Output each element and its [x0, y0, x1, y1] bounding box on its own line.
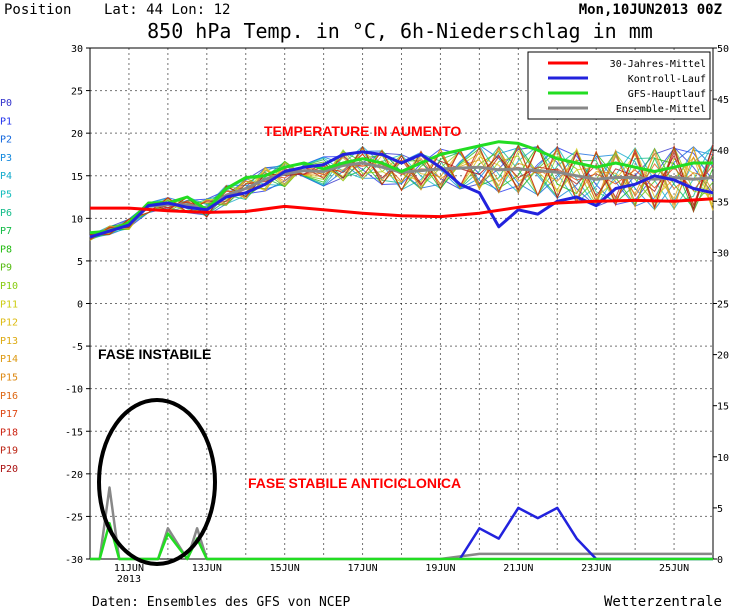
legend-label: GFS-Hauptlauf	[628, 89, 706, 100]
y-right-tick-label: 45	[717, 95, 729, 106]
y-right-tick-label: 35	[717, 197, 729, 208]
y-right-tick-label: 25	[717, 300, 729, 311]
y-left-tick-label: -30	[65, 555, 83, 566]
series-line-gfs-hauptlauf	[89, 140, 713, 235]
series-line-kontroll-lauf	[89, 150, 714, 239]
x-tick-label: 11JUN	[114, 563, 144, 574]
legend-label: Kontroll-Lauf	[628, 74, 706, 85]
y-left-tick-label: -25	[65, 512, 83, 523]
y-left-tick-label: -15	[65, 427, 83, 438]
annotation-circle	[97, 398, 217, 566]
chart-title: 850 hPa Temp. in °C, 6h-Niederschlag in …	[147, 19, 653, 43]
y-left-tick-label: 5	[77, 257, 83, 268]
member-label: P6	[0, 208, 12, 219]
grid	[90, 48, 713, 559]
member-labels: P0 P1 P2 P3 P4 P5 P6 P7 P8 P9 P10 P11 P12 P13 P14 P15 P1…	[0, 98, 18, 475]
member-label: P12	[0, 318, 18, 329]
x-tick-label: 13JUN	[192, 563, 222, 574]
main-series	[89, 140, 714, 239]
y-right-tick-label: 20	[717, 351, 729, 362]
member-label: P8	[0, 244, 12, 255]
y-right-tick-label: 30	[717, 248, 729, 259]
y-right-tick-label: 0	[717, 555, 723, 566]
coordinates: Lat: 44 Lon: 12	[104, 2, 230, 18]
x-tick-label: 25JUN	[659, 563, 689, 574]
y-left-tick-label: 15	[71, 172, 83, 183]
x-tick-label: 23JUN	[581, 563, 611, 574]
x-year-label: 2013	[117, 574, 141, 585]
member-label: P19	[0, 446, 18, 457]
legend-label: 30-Jahres-Mittel	[610, 59, 706, 70]
x-axis: 11JUN 13JUN 15JUN 17JUN 19JUN 21JUN 23JUN 25JUN…	[114, 563, 689, 585]
position-label: Position	[4, 2, 71, 18]
y-left-tick-label: 25	[71, 87, 83, 98]
y-left-tick-label: 0	[77, 300, 83, 311]
member-label: P0	[0, 98, 12, 109]
member-label: P14	[0, 354, 18, 365]
member-label: P5	[0, 190, 12, 201]
member-label: P9	[0, 263, 12, 274]
series-line--jahres-mittel	[90, 197, 714, 219]
y-left-tick-label: 20	[71, 129, 83, 140]
x-tick-label: 21JUN	[503, 563, 533, 574]
member-label: P16	[0, 391, 18, 402]
y-left-tick-label: 10	[71, 214, 83, 225]
y-right-tick-label: 15	[717, 402, 729, 413]
x-tick-label: 19JUN	[425, 563, 455, 574]
annotation-unstable: FASE INSTABILE	[98, 346, 211, 362]
footer-source: Daten: Ensembles des GFS von NCEP	[92, 595, 350, 609]
y-left-tick-label: 30	[71, 44, 83, 55]
member-label: P4	[0, 171, 12, 182]
y-right-tick-label: 50	[717, 44, 729, 55]
y-left-tick-label: -20	[65, 470, 83, 481]
member-label: P13	[0, 336, 18, 347]
member-label: P1	[0, 116, 12, 127]
member-label: P2	[0, 135, 12, 146]
y-right-tick-label: 40	[717, 146, 729, 157]
member-label: P11	[0, 299, 18, 310]
x-tick-label: 15JUN	[270, 563, 300, 574]
legend-label: Ensemble-Mittel	[616, 104, 706, 115]
member-label: P10	[0, 281, 18, 292]
x-tick-label: 17JUN	[348, 563, 378, 574]
member-label: P20	[0, 464, 18, 475]
y-right-tick-label: 10	[717, 453, 729, 464]
member-label: P15	[0, 373, 18, 384]
annotation-stable: FASE STABILE ANTICICLONICA	[248, 475, 461, 491]
precip-line-gfs-hauptlauf	[90, 521, 713, 561]
member-label: P7	[0, 226, 12, 237]
footer-brand: Wetterzentrale	[604, 594, 722, 609]
y-left-tick-label: -5	[71, 342, 83, 353]
y-axis-left: 30 25 20 15 10 5 0 -5 -10 -15 -20 -25 -30	[65, 44, 90, 566]
member-label: P17	[0, 409, 18, 420]
y-right-tick-label: 5	[717, 504, 723, 515]
annotation-rise: TEMPERATURE IN AUMENTO	[264, 123, 461, 139]
y-left-tick-label: -10	[65, 385, 83, 396]
member-label: P18	[0, 427, 18, 438]
legend: 30-Jahres-Mittel Kontroll-Lauf GFS-Hauptla…	[527, 51, 711, 120]
member-label: P3	[0, 153, 12, 164]
run-time: Mon,10JUN2013 00Z	[579, 2, 722, 18]
